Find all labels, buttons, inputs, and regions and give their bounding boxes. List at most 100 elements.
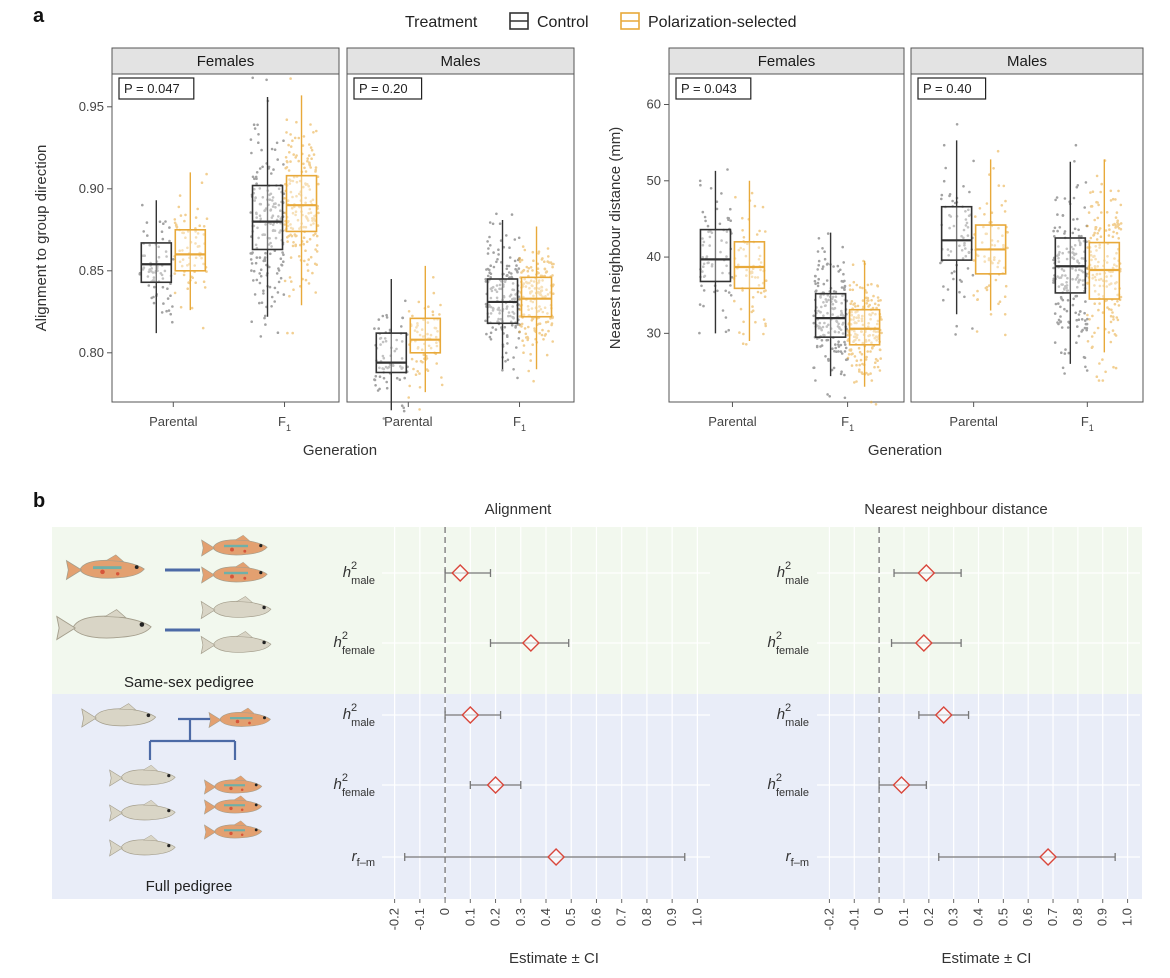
fish-female-parent [56,609,152,641]
data-point [259,268,263,272]
data-point [1056,229,1059,233]
data-point [259,274,263,278]
data-point [964,224,968,227]
data-point [868,334,872,337]
x-tick-label: 0.8 [639,908,654,926]
data-point [1109,340,1113,344]
data-point [839,328,843,332]
data-point [166,297,170,300]
data-point [757,284,761,287]
data-point [160,230,164,233]
data-point [505,305,509,308]
data-point [499,239,503,242]
data-point [529,279,533,283]
data-point [861,299,865,302]
data-point [946,288,950,291]
data-point [1096,201,1099,204]
data-point [302,225,306,229]
data-point [1077,261,1081,265]
data-point [725,264,728,268]
data-point [275,141,279,145]
box-iqr [375,332,408,374]
data-point [1076,217,1079,221]
data-point [834,295,838,299]
data-point [855,321,858,325]
x-tick-label: Parental [384,414,433,429]
data-point [186,230,190,233]
data-point [264,223,267,226]
fish-tail [200,600,216,620]
fish-body [213,779,263,794]
data-point [855,363,858,367]
data-point [273,229,277,232]
data-point [431,313,435,317]
panel-b-letter: b [33,490,45,512]
data-point [1106,254,1109,258]
data-point [262,259,266,263]
data-point [180,264,184,268]
data-point [541,310,545,314]
data-point [727,217,731,220]
data-point [277,267,280,270]
y-tick-label: 30 [647,325,661,340]
data-point [817,326,821,330]
data-point [258,167,262,170]
data-point [169,294,172,298]
data-point [860,317,864,321]
data-point [1086,340,1090,343]
fish-spot [115,572,120,576]
data-point [150,270,153,273]
data-point [835,320,839,324]
data-point [261,196,265,199]
data-point [520,258,524,262]
data-point [254,196,257,200]
data-point [996,265,999,269]
data-point [1097,308,1100,312]
data-point [764,289,767,292]
data-point [827,359,830,362]
fish-dorsal-fin [142,764,159,772]
fish-eye [167,809,171,813]
data-point [873,302,877,306]
data-point [385,380,389,384]
data-point [166,287,169,291]
x-tick-label: -0.2 [821,908,836,930]
data-point [1112,318,1115,321]
estimate-subscript: female [776,645,809,657]
data-point [1077,281,1080,284]
data-point [1076,276,1079,279]
data-point [1113,263,1116,267]
data-point [952,224,956,228]
data-point [513,238,517,241]
data-point [817,259,821,263]
data-point [160,273,164,277]
data-point [512,368,515,371]
data-point [495,290,499,294]
data-point [1065,286,1068,290]
data-point [1062,269,1066,273]
data-point [1061,366,1065,370]
data-point [1111,311,1114,314]
data-point [861,314,864,318]
data-point [843,396,847,400]
data-point [837,322,840,326]
data-point [259,335,263,338]
data-point [857,338,861,342]
data-point [952,277,955,281]
x-tick-label: Parental [708,414,757,429]
data-point [552,283,555,287]
data-point [842,272,845,276]
data-point [710,263,714,266]
data-point [964,210,967,213]
data-point [250,252,254,255]
data-point [485,268,488,271]
data-point [705,255,709,258]
data-point [1061,274,1064,277]
data-point [513,259,517,263]
estimate-symbol: h [334,634,342,651]
estimate-subscript: f–m [357,857,375,869]
data-point [1052,281,1055,284]
data-point [1055,196,1059,199]
data-point [1100,182,1103,186]
estimate-label: h2 female [768,630,810,657]
